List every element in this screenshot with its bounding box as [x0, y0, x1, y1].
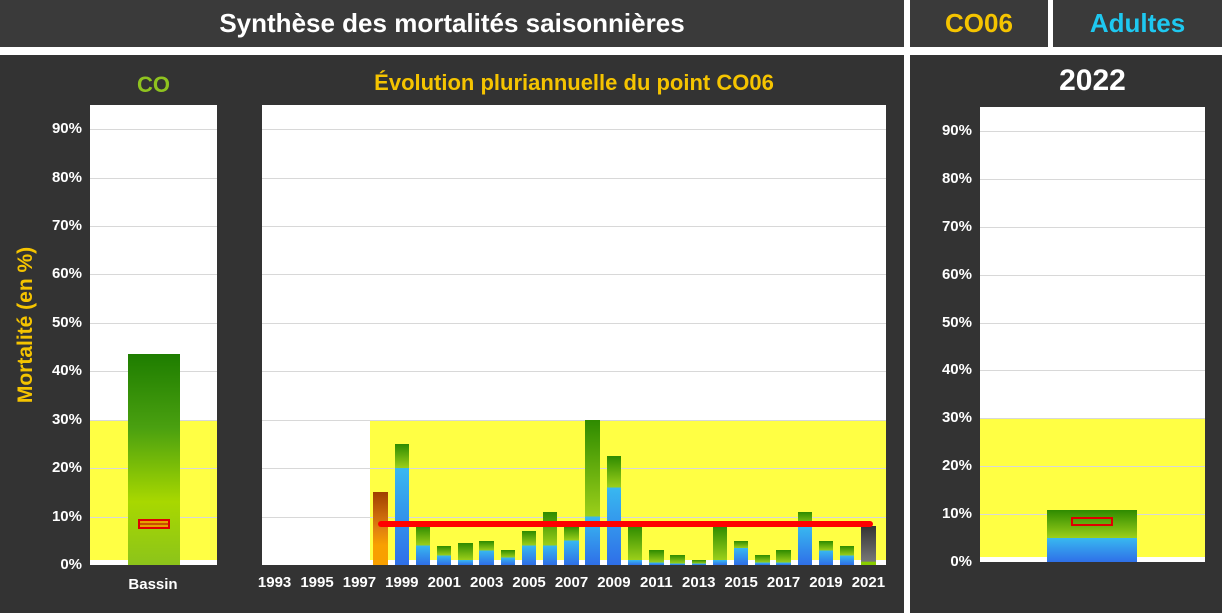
- gridline: [262, 371, 886, 373]
- year-bar-2004: [500, 550, 516, 565]
- header-category-box: Adultes: [1053, 0, 1222, 47]
- header-title: Synthèse des mortalités saisonnières: [219, 8, 685, 38]
- gridline: [262, 177, 886, 179]
- gridline: [90, 129, 217, 131]
- y-tick-label: 90%: [941, 121, 972, 139]
- basin-reference-marker: [138, 518, 170, 529]
- y-tick-label: 70%: [51, 217, 82, 235]
- x-tick-label: 1995: [300, 574, 334, 591]
- year-bar-2016: [755, 555, 770, 565]
- x-tick-label: 2003: [469, 574, 504, 591]
- y-tick-label: 60%: [51, 265, 82, 283]
- year-bar-2009: [606, 456, 622, 565]
- year-bar-2002: [458, 543, 473, 565]
- year-bar-2012: [670, 555, 685, 565]
- gridline: [262, 322, 886, 324]
- x-tick-label: 2017: [766, 574, 801, 591]
- reference-line: [378, 520, 873, 527]
- gridline: [980, 370, 1205, 372]
- x-tick-label: 2019: [809, 574, 843, 591]
- year-bar-2019: [818, 540, 834, 565]
- year-bar-2008: [585, 419, 600, 565]
- year-chart-title: 2022: [1059, 64, 1126, 97]
- x-tick-label: 1993: [257, 574, 292, 591]
- year-bar-2005: [521, 531, 537, 565]
- y-tick-label: 40%: [941, 361, 972, 379]
- year-bar-2020: [839, 545, 855, 565]
- y-tick-label: 70%: [941, 217, 972, 235]
- year-bar-2011: [649, 550, 664, 565]
- gridline: [980, 178, 1205, 180]
- x-tick-label: 2005: [512, 574, 546, 591]
- year-bar-1999: [394, 443, 410, 565]
- gridline: [980, 322, 1205, 324]
- x-tick-label: 2015: [724, 574, 758, 591]
- gridline: [980, 130, 1205, 132]
- year-bar-2006: [543, 511, 558, 565]
- year-bar-2001: [437, 545, 452, 565]
- y-tick-label: 50%: [51, 313, 82, 331]
- x-tick-label: 1997: [342, 574, 377, 591]
- year-bar-2013: [691, 560, 706, 565]
- multiyear-plot-area: [262, 105, 886, 565]
- gridline: [262, 226, 886, 228]
- gridline: [90, 226, 217, 228]
- year-bar-2018: [797, 511, 812, 565]
- y-tick-label: 80%: [51, 168, 82, 186]
- gridline: [980, 466, 1205, 468]
- gridline: [262, 468, 886, 470]
- y-tick-label: 30%: [941, 409, 972, 427]
- basin-chart-title: CO: [137, 72, 170, 97]
- y-tick-label: 0%: [950, 553, 972, 570]
- year-bar-1998: [373, 492, 388, 565]
- gridline: [262, 129, 886, 131]
- header-point: CO06: [945, 8, 1013, 38]
- basin-bar: [128, 354, 180, 565]
- year-bar-2003: [479, 540, 494, 565]
- gridline: [262, 274, 886, 276]
- year-reference-marker: [1071, 517, 1113, 527]
- year-plot-area: [980, 107, 1205, 562]
- x-tick-label: 2009: [597, 574, 631, 591]
- y-tick-label: 20%: [941, 457, 972, 475]
- year-bar-2014: [712, 526, 728, 565]
- x-tick-label: 1999: [385, 574, 419, 591]
- y-tick-label: 50%: [941, 313, 972, 331]
- x-tick-label: 2007: [554, 574, 589, 591]
- y-tick-label: 10%: [941, 505, 972, 523]
- year-bar-2000: [415, 526, 431, 565]
- gridline: [90, 322, 217, 324]
- year-bar-2007: [564, 526, 579, 565]
- y-tick-label: 90%: [51, 120, 82, 138]
- year-bar-2010: [627, 526, 643, 565]
- basin-x-label: Bassin: [128, 576, 178, 593]
- y-tick-label: 20%: [51, 459, 82, 477]
- y-tick-label: 60%: [941, 265, 972, 283]
- basin-plot-area: [90, 105, 217, 565]
- x-tick-label: 2013: [682, 574, 716, 591]
- multiyear-chart-title: Évolution pluriannuelle du point CO06: [374, 70, 774, 95]
- gridline: [980, 418, 1205, 420]
- y-tick-label: 80%: [941, 169, 972, 187]
- gridline: [980, 274, 1205, 276]
- year-bar-2021: [861, 526, 876, 565]
- y-tick-label: 0%: [60, 556, 82, 573]
- y-tick-label: 40%: [51, 362, 82, 380]
- year-bar-2017: [776, 550, 791, 565]
- y-tick-label: 10%: [51, 507, 82, 525]
- gridline: [90, 274, 217, 276]
- header-point-box: CO06: [910, 0, 1048, 47]
- y-tick-label: 30%: [51, 410, 82, 428]
- gridline: [980, 226, 1205, 228]
- gridline: [90, 177, 217, 179]
- header-category: Adultes: [1089, 8, 1186, 38]
- gridline: [262, 516, 886, 518]
- year-bar-2015: [733, 540, 749, 565]
- header-title-box: Synthèse des mortalités saisonnières: [0, 0, 904, 47]
- x-tick-label: 2001: [427, 574, 461, 591]
- gridline: [262, 419, 886, 421]
- x-tick-label: 2011: [640, 574, 673, 591]
- x-tick-label: 2021: [851, 574, 886, 591]
